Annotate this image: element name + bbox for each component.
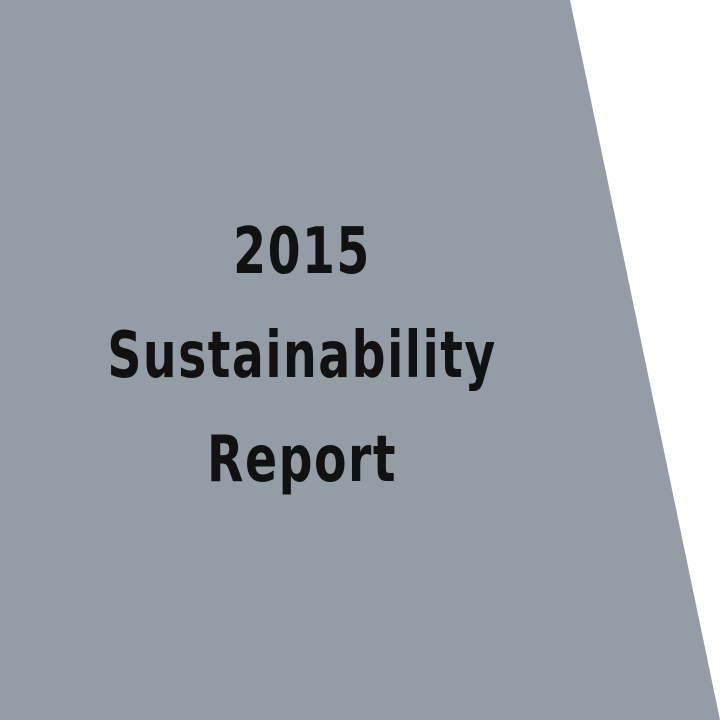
- title-type: Report: [207, 423, 397, 497]
- report-title: 2015 Sustainability Report: [0, 200, 604, 512]
- title-subject: Sustainability: [107, 319, 497, 393]
- title-year: 2015: [233, 215, 371, 289]
